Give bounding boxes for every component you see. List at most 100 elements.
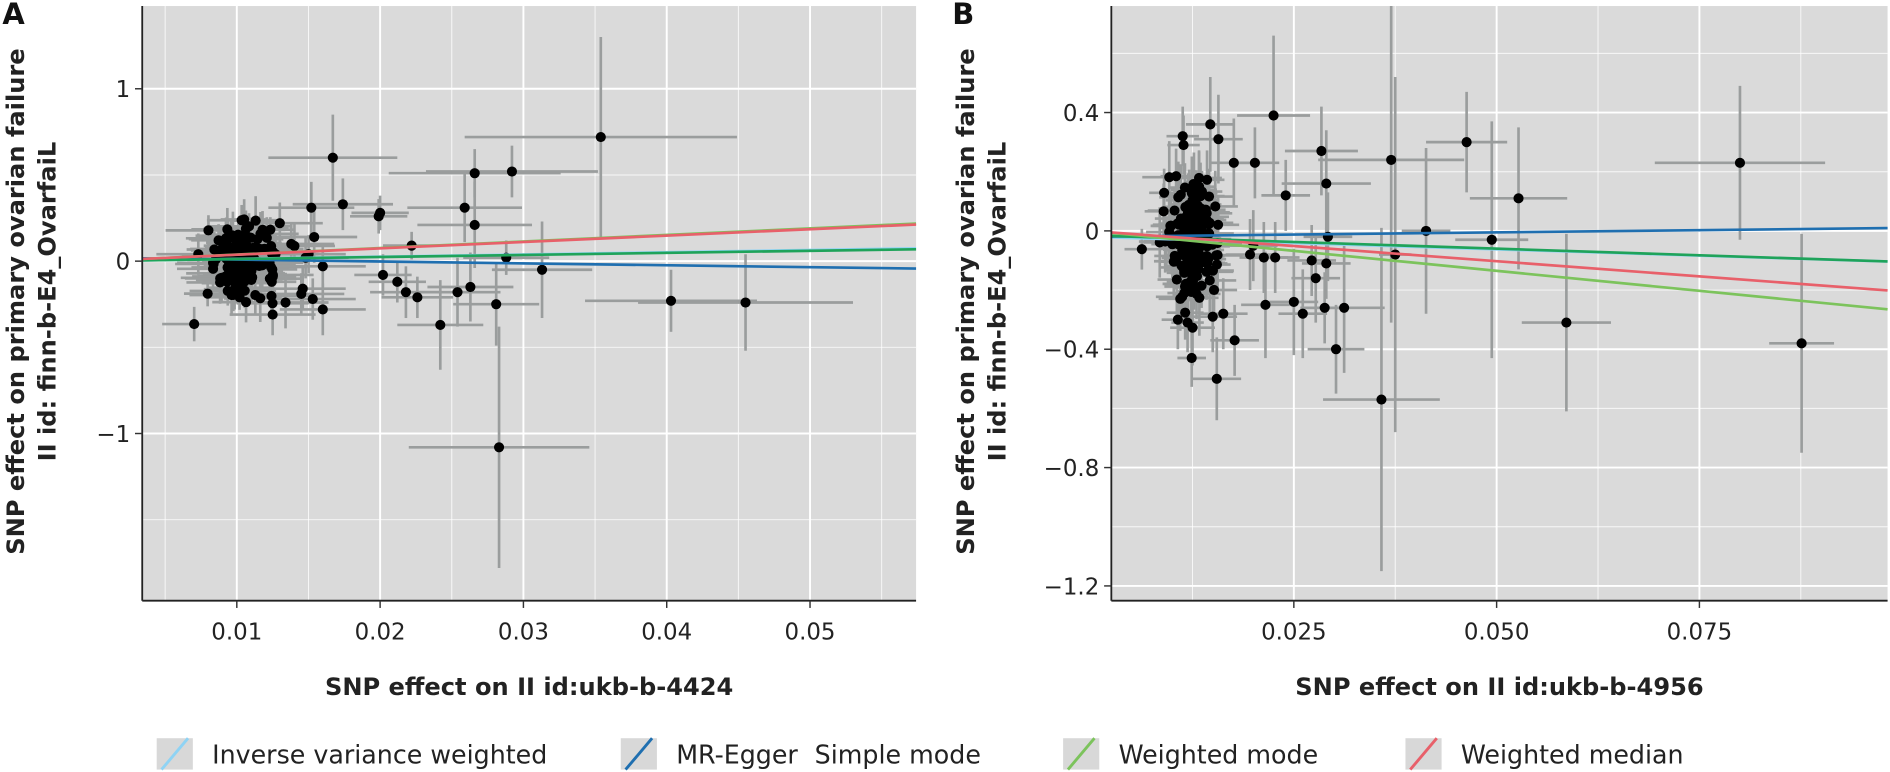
data-point: [317, 304, 328, 315]
legend-key-line: [160, 737, 190, 771]
data-point: [1268, 110, 1279, 121]
data-point: [1202, 258, 1213, 269]
points-a: [189, 131, 751, 453]
y-tick-label: −1.2: [1044, 574, 1100, 600]
data-point: [1386, 154, 1397, 165]
legend-key-line: [1066, 737, 1096, 771]
data-point: [1201, 250, 1212, 262]
data-point: [267, 271, 278, 282]
legend-label: Weighted mode: [1119, 740, 1319, 770]
legend-label: Inverse variance weighted: [212, 740, 547, 770]
data-point: [1270, 252, 1281, 263]
data-point: [209, 244, 220, 255]
data-point: [1183, 205, 1194, 216]
data-point: [1461, 137, 1472, 148]
data-point: [224, 272, 235, 283]
data-point: [1177, 131, 1188, 142]
data-point: [1182, 317, 1193, 328]
data-point: [1319, 302, 1330, 313]
data-point: [1288, 296, 1299, 307]
data-point: [459, 202, 470, 213]
data-point: [1213, 219, 1224, 230]
data-point: [1486, 234, 1497, 245]
x-tick-label: 0.075: [1667, 619, 1733, 645]
data-point: [1195, 203, 1206, 214]
data-point: [286, 238, 297, 249]
data-point: [1187, 276, 1199, 287]
data-point: [1203, 191, 1215, 202]
regression-line: [142, 257, 917, 270]
data-point: [257, 224, 268, 235]
data-point: [296, 288, 307, 299]
data-point: [1244, 249, 1256, 260]
x-tick-label: 0.01: [211, 619, 262, 645]
panel-a: A SNP effect on primary ovarian failure …: [2, 0, 917, 701]
data-point: [222, 224, 233, 235]
data-point: [452, 287, 463, 298]
data-point: [1171, 171, 1182, 182]
data-point: [536, 264, 548, 275]
data-point: [1201, 174, 1213, 185]
plot-area-b: [1111, 6, 1888, 601]
data-point: [1212, 250, 1223, 261]
data-point: [469, 168, 480, 179]
data-point: [202, 288, 213, 299]
data-point: [1180, 307, 1191, 318]
regression-line: [142, 223, 917, 261]
y-tick-label: −0.8: [1044, 456, 1100, 482]
legend-key-line: [1409, 737, 1438, 771]
data-point: [309, 231, 320, 243]
x-tick-label: 0.03: [498, 619, 549, 645]
data-point: [1229, 335, 1240, 346]
data-point: [241, 240, 252, 251]
data-point: [1339, 302, 1350, 313]
data-point: [1211, 373, 1222, 384]
data-point: [1204, 275, 1215, 286]
data-point: [435, 319, 446, 330]
data-point: [1178, 140, 1189, 151]
data-point: [1159, 187, 1170, 198]
y-tick-label: 0: [1085, 219, 1100, 245]
data-point: [412, 292, 423, 303]
data-point: [1260, 299, 1271, 310]
y-tick-label: −1: [96, 422, 130, 448]
y-tick-label: 0: [116, 250, 131, 276]
data-point: [392, 276, 403, 287]
panel-letter-a: A: [2, 0, 25, 31]
data-point: [1179, 288, 1190, 299]
data-point: [267, 309, 278, 320]
data-point: [337, 199, 348, 210]
data-point: [1376, 394, 1387, 405]
data-point: [373, 211, 384, 222]
y-tick-label: −0.4: [1044, 338, 1100, 364]
regression-line: [142, 247, 917, 262]
data-point: [1561, 317, 1572, 328]
ticks-b: 0.025 0.050 0.075 0.4 0 −0.4 −0.8 −1.2: [1044, 101, 1888, 645]
data-point: [226, 289, 237, 301]
data-point: [189, 319, 200, 330]
data-point: [1181, 220, 1192, 231]
data-point: [245, 232, 256, 243]
data-point: [265, 224, 276, 235]
data-point: [1734, 157, 1746, 168]
data-point: [595, 131, 606, 143]
data-point: [506, 166, 518, 177]
data-point: [1186, 352, 1197, 364]
panel-b: B SNP effect on primary ovarian failure …: [952, 0, 1888, 701]
data-point: [1258, 252, 1269, 263]
y-axis-title-a: SNP effect on primary ovarian failure II…: [2, 48, 61, 554]
data-point: [1179, 265, 1190, 276]
data-point: [1196, 280, 1207, 291]
legend: Inverse variance weighted MR-Egger Simple …: [156, 737, 1684, 771]
data-point: [665, 295, 677, 306]
y-axis-title-a-line1: SNP effect on primary ovarian failure: [2, 48, 30, 554]
data-point: [1513, 193, 1524, 204]
data-point: [1193, 260, 1204, 271]
data-point: [1164, 226, 1175, 238]
data-point: [1205, 119, 1216, 130]
regression-line: [1111, 231, 1888, 292]
y-tick-label: 0.4: [1063, 101, 1099, 127]
data-point: [317, 261, 328, 272]
legend-label: Simple mode: [815, 740, 981, 770]
legend-key-line: [624, 737, 654, 771]
